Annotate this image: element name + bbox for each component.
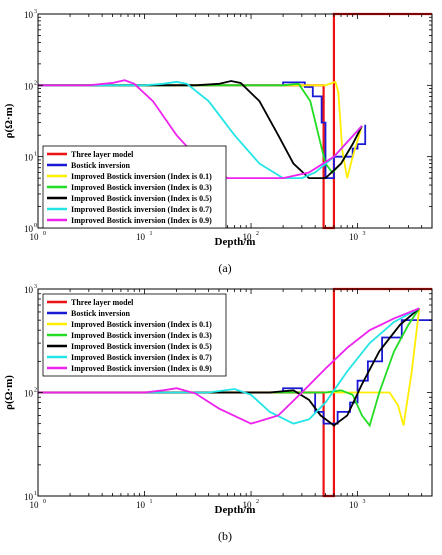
y-axis-label: ρ(Ω·m): [3, 103, 15, 138]
legend-entry: Improved Bostick inversion (Index is 0.7…: [71, 353, 212, 362]
legend-entry: Bostick inversion: [71, 161, 130, 170]
x-tick-exponent: 2: [256, 231, 259, 237]
y-tick-exponent: 1: [34, 491, 37, 497]
y-tick-label: 10: [24, 492, 34, 502]
x-tick-exponent: 3: [363, 231, 366, 237]
series-line-7: [38, 307, 420, 425]
y-tick-label: 10: [24, 81, 34, 91]
legend-box: [42, 293, 227, 377]
legend-entry: Improved Bostick inversion (Index is 0.1…: [71, 172, 212, 181]
legend-entry: Improved Bostick inversion (Index is 0.9…: [71, 364, 212, 373]
series-line-5: [38, 307, 420, 427]
x-tick-label: 10: [136, 232, 146, 242]
legend-entry: Improved Bostick inversion (Index is 0.7…: [71, 205, 212, 214]
y-tick-exponent: 0: [34, 223, 37, 229]
y-tick-exponent: 1: [34, 152, 37, 158]
y-tick-exponent: 3: [34, 284, 37, 290]
panel-label: (b): [218, 529, 232, 543]
series-line-3: [38, 308, 421, 426]
x-tick-exponent: 0: [43, 231, 46, 237]
legend-entry: Improved Bostick inversion (Index is 0.5…: [71, 194, 212, 203]
x-tick-label: 10: [30, 232, 40, 242]
y-tick-exponent: 2: [34, 388, 37, 394]
legend-box: [42, 145, 227, 229]
chart-panel-1: 10 0 10 1 10 2 10 310 010 110 210 3Depth/mρ(Ω·m)(a)…: [3, 9, 433, 275]
x-axis-label: Depth/m: [215, 236, 256, 248]
x-tick-label: 10: [30, 500, 40, 510]
y-tick-label: 10: [24, 389, 34, 399]
x-tick-exponent: 0: [43, 499, 46, 505]
y-tick-label: 10: [24, 285, 34, 295]
x-axis-label: Depth/m: [215, 504, 256, 516]
legend-entry: Improved Bostick inversion (Index is 0.3…: [71, 331, 212, 340]
legend-entry: Improved Bostick inversion (Index is 0.5…: [71, 342, 212, 351]
x-tick-label: 10: [243, 500, 253, 510]
y-tick-exponent: 3: [34, 9, 37, 15]
series-line-6: [38, 307, 420, 425]
x-tick-label: 10: [349, 500, 359, 510]
series-line-6: [38, 80, 363, 180]
series-line-2: [38, 81, 367, 180]
legend-entry: Improved Bostick inversion (Index is 0.1…: [71, 320, 212, 329]
x-tick-label: 10: [136, 500, 146, 510]
x-tick-label: 10: [349, 232, 359, 242]
series-line-5: [38, 80, 363, 180]
x-tick-exponent: 3: [363, 499, 366, 505]
chart-panel-2: 10 0 10 1 10 2 10 310 110 210 3Depth/mρ(Ω·m)(b)Thr…: [3, 284, 433, 543]
legend-entry: Improved Bostick inversion (Index is 0.3…: [71, 183, 212, 192]
y-tick-exponent: 2: [34, 80, 37, 86]
legend-entry: Three layer model: [71, 298, 134, 307]
series-line-2: [38, 319, 432, 425]
panel-label: (a): [218, 261, 231, 275]
y-axis-label: ρ(Ω·m): [3, 375, 15, 410]
legend-entry: Bostick inversion: [71, 309, 130, 318]
y-tick-label: 10: [24, 153, 34, 163]
x-tick-label: 10: [243, 232, 253, 242]
series-line-3: [38, 80, 363, 179]
legend: Three layer model Bostick inversion Improv…: [42, 293, 227, 377]
legend: Three layer model Bostick inversion Improv…: [42, 145, 227, 229]
y-tick-label: 10: [24, 224, 34, 234]
x-tick-exponent: 1: [150, 499, 153, 505]
x-tick-exponent: 1: [150, 231, 153, 237]
y-tick-label: 10: [24, 10, 34, 20]
legend-entry: Improved Bostick inversion (Index is 0.9…: [71, 216, 212, 225]
x-tick-exponent: 2: [256, 499, 259, 505]
axes-frame: [37, 13, 433, 229]
legend-entry: Three layer model: [71, 150, 134, 159]
